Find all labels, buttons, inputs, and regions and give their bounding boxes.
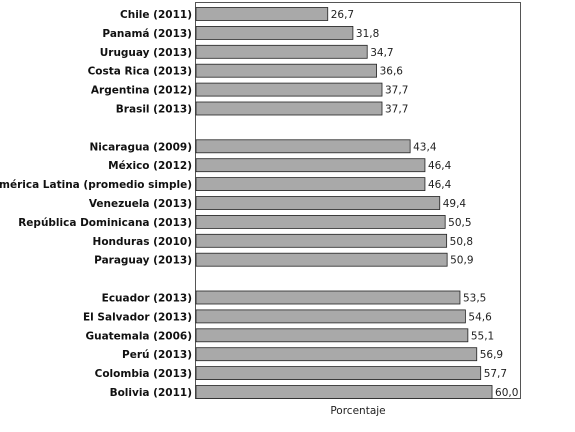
bar [195,366,482,381]
bar [195,101,383,116]
category-label: El Salvador (2013) [83,311,192,323]
value-label: 57,7 [484,368,507,380]
category-label: Brasil (2013) [116,104,192,116]
category-label: Argentina (2012) [91,85,192,97]
category-label: Chile (2011) [120,9,192,21]
category-label: Ecuador (2013) [102,293,192,305]
category-label: Nicaragua (2009) [89,141,192,153]
category-label: Paraguay (2013) [94,255,192,267]
category-label: Perú (2013) [122,349,192,361]
value-label: 37,7 [385,104,408,116]
bar [195,328,469,343]
value-label: 37,7 [385,85,408,97]
value-label: 34,7 [370,47,393,59]
value-label: 43,4 [413,141,437,153]
bar [195,252,448,267]
bar [195,139,411,154]
bar [195,347,478,362]
value-label: 50,9 [450,255,473,267]
bar [195,233,448,248]
bar [195,44,368,59]
bar [195,385,493,399]
value-label: 46,4 [428,179,452,191]
value-label: 55,1 [471,330,494,342]
value-label: 26,7 [331,9,354,21]
value-label: 53,5 [463,293,486,305]
value-label: 31,8 [356,28,379,40]
x-axis-title: Porcentaje [330,405,385,417]
value-label: 50,5 [448,217,471,229]
category-label: República Dominicana (2013) [18,217,192,229]
category-label: México (2012) [108,160,192,172]
category-label: Guatemala (2006) [85,330,192,342]
bar [195,63,377,78]
category-label: Bolivia (2011) [110,387,192,399]
bar [195,196,441,210]
value-label: 60,0 [495,387,518,399]
category-label: Panamá (2013) [102,28,192,40]
category-label: Costa Rica (2013) [88,66,192,78]
value-label: 54,6 [468,311,492,323]
value-label: 46,4 [428,160,452,172]
value-label: 36,6 [380,66,404,78]
bar [195,25,354,40]
category-label: Colombia (2013) [95,368,192,380]
bar [195,214,446,229]
bar [195,309,466,324]
category-label: Venezuela (2013) [89,198,192,210]
bar [195,82,383,97]
value-label: 49,4 [443,198,467,210]
bar [195,7,329,21]
value-label: 56,9 [480,349,503,361]
category-label: Uruguay (2013) [100,47,192,59]
bars-layer: Chile (2011) 26,7 Panamá (2013) 31,8 Uruguay… [0,7,518,399]
bar [195,158,426,173]
value-label: 50,8 [450,236,473,248]
bar [195,177,426,192]
category-label: Honduras (2010) [93,236,192,248]
bar [195,290,461,305]
category-label: América Latina (promedio simple) [0,179,192,191]
